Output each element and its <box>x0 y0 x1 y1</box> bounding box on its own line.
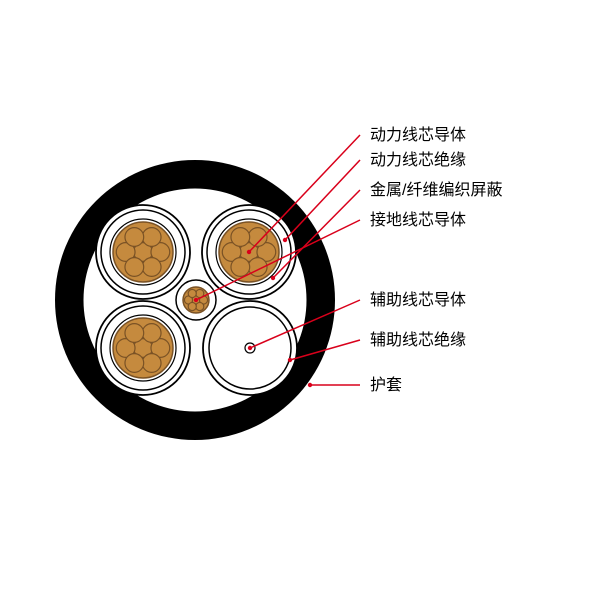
power-core <box>96 301 190 395</box>
leader-dot-aux-insulation <box>288 358 292 362</box>
label-ground-conductor: 接地线芯导体 <box>370 211 466 229</box>
label-sheath: 护套 <box>370 376 402 394</box>
label-power-insulation: 动力线芯绝缘 <box>370 151 466 169</box>
leader-dot-power-insulation <box>283 238 287 242</box>
leader-dot-shield <box>271 276 275 280</box>
leader-dot-aux-conductor <box>248 346 252 350</box>
leader-dot-ground-conductor <box>194 298 198 302</box>
label-power-conductor: 动力线芯导体 <box>370 126 466 144</box>
leader-dot-power-conductor <box>247 250 251 254</box>
label-aux-insulation: 辅助线芯绝缘 <box>370 331 466 349</box>
label-shield: 金属/纤维编织屏蔽 <box>370 181 502 199</box>
power-core <box>96 205 190 299</box>
label-aux-conductor: 辅助线芯导体 <box>370 291 466 309</box>
leader-dot-sheath <box>308 383 312 387</box>
